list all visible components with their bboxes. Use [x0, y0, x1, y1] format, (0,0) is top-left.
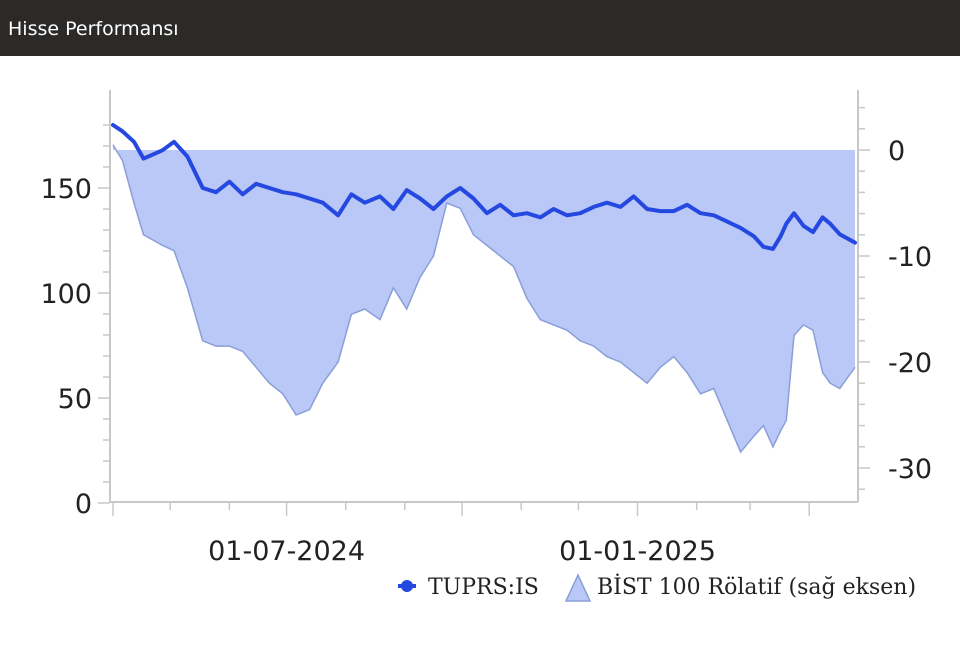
left-tick-label: 0 [75, 489, 92, 520]
right-tick-label: -30 [888, 454, 932, 485]
legend-label-stock: TUPRS:IS [428, 575, 539, 600]
stock-line [111, 123, 857, 251]
relative-area [113, 144, 855, 453]
legend-triangle-marker [564, 573, 592, 602]
page-title: Hisse Performansı [0, 0, 960, 56]
legend-dot-marker [401, 580, 413, 592]
left-tick-label: 150 [40, 174, 92, 205]
left-tick-label: 50 [58, 384, 92, 415]
relative-area-edge [112, 144, 856, 454]
legend-label-relative: BİST 100 Rölatif (sağ eksen) [597, 573, 916, 600]
plot-area [111, 123, 857, 454]
x-tick-label: 01-01-2025 [559, 536, 716, 567]
axes: 0 50 100 150 0 -10 -20 -30 01-07-2024 01-01-2025 [40, 90, 932, 567]
left-tick-label: 100 [40, 279, 92, 310]
right-tick-label: -20 [888, 348, 932, 379]
right-tick-label: -10 [888, 242, 932, 273]
legend: TUPRS:IS BİST 100 Rölatif (sağ eksen) [398, 573, 916, 602]
x-tick-label: 01-07-2024 [208, 536, 365, 567]
right-tick-label: 0 [888, 136, 905, 167]
